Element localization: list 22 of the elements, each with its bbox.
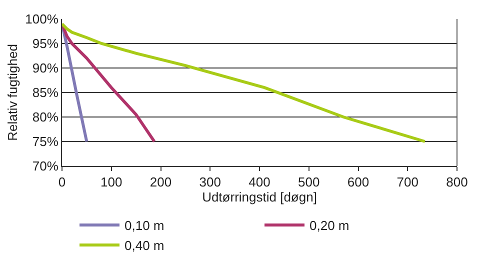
y-axis-title: Relativ fugtighed [5, 44, 20, 141]
legend-label: 0,40 m [124, 238, 164, 254]
y-tick-label: 75% [32, 134, 59, 150]
legend-label: 0,20 m [310, 218, 350, 234]
y-tick-label: 85% [32, 85, 59, 100]
x-tick-label: 500 [298, 174, 320, 190]
x-tick-label: 300 [199, 174, 221, 190]
x-tick-label: 600 [347, 174, 370, 190]
line-series [62, 22, 426, 143]
legend-label: 0,10 m [124, 218, 164, 234]
y-tick-label: 95% [32, 36, 59, 52]
x-tick-label: 800 [446, 174, 468, 190]
x-axis-title: Udtørringstid [døgn] [202, 190, 317, 205]
y-tick-label: 100% [25, 12, 59, 27]
x-tick-label: 100 [100, 174, 122, 190]
y-tick-label: 80% [32, 110, 59, 125]
x-tick-label: 400 [248, 174, 270, 190]
x-tick-label: 200 [150, 174, 172, 190]
x-tick-label: 700 [396, 174, 418, 190]
y-tick-label: 70% [32, 158, 59, 174]
y-tick-label: 90% [32, 60, 59, 76]
x-tick-label: 0 [58, 174, 66, 190]
